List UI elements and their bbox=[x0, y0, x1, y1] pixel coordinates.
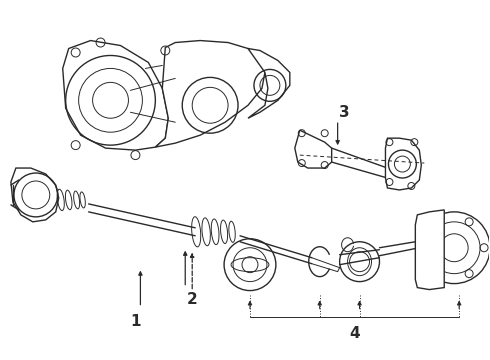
Text: 1: 1 bbox=[130, 314, 141, 329]
Polygon shape bbox=[386, 138, 421, 190]
Polygon shape bbox=[295, 130, 332, 168]
Text: 4: 4 bbox=[349, 326, 360, 341]
Text: 3: 3 bbox=[339, 105, 350, 120]
Text: 2: 2 bbox=[187, 292, 197, 307]
Polygon shape bbox=[63, 41, 168, 150]
Polygon shape bbox=[248, 49, 290, 118]
Polygon shape bbox=[416, 210, 444, 289]
Polygon shape bbox=[11, 168, 59, 222]
Polygon shape bbox=[155, 41, 265, 147]
